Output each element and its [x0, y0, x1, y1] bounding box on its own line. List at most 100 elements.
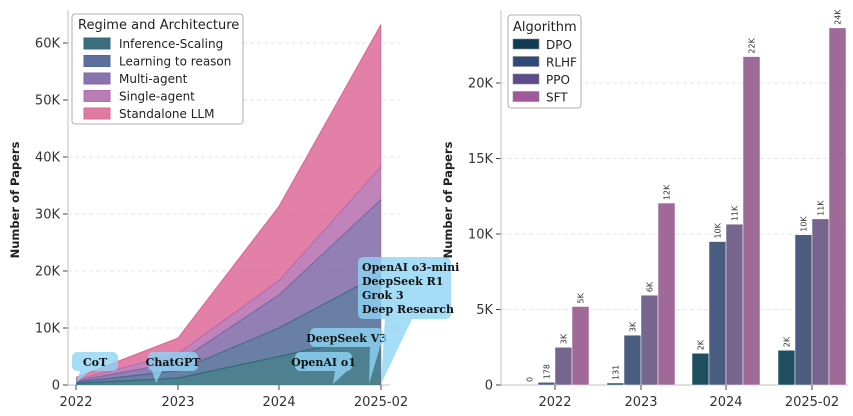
- bar-ppo: [554, 347, 573, 386]
- legend-box: [71, 13, 244, 125]
- legend-swatch: [83, 72, 111, 85]
- callout-box: [148, 352, 198, 371]
- bar-rlhf: [623, 334, 642, 386]
- annotation-label: OpenAI o1: [291, 356, 356, 369]
- annotation-label: Grok 3: [362, 289, 404, 302]
- y-tick-label: 0: [485, 379, 493, 394]
- annotation-label: ChatGPT: [146, 356, 202, 369]
- bar-value-label: 11K: [817, 200, 826, 216]
- legend-label: Single-agent: [119, 90, 195, 104]
- callout-box: [358, 257, 451, 319]
- y-tick-label: 5K: [476, 303, 493, 318]
- x-tick-label: 2024: [709, 395, 742, 410]
- legend-label: Inference-Scaling: [119, 37, 223, 51]
- bar-dpo: [606, 382, 625, 386]
- right-bar-chart: 0 5K 10K 15K 20K 0 178 3K 5K 2022 131 3K 6K 12K 2023 2K…: [441, 9, 848, 410]
- legend-label: SFT: [546, 91, 568, 105]
- callout-pointer: [76, 371, 90, 383]
- bar-sft: [742, 56, 761, 386]
- annotation-callout: OpenAI o1: [291, 352, 356, 384]
- bar-dpo: [777, 350, 796, 386]
- bar-value-label: 6K: [646, 281, 655, 292]
- y-tick-label: 10K: [35, 322, 61, 337]
- legend-title: Algorithm: [513, 20, 577, 35]
- bar-dpo: [691, 353, 710, 386]
- bar-value-label: 3K: [560, 333, 569, 344]
- legend-box: [507, 14, 582, 109]
- area-edge-line: [75, 166, 382, 381]
- y-tick-label: 15K: [468, 152, 494, 167]
- y-tick-label: 20K: [35, 265, 61, 280]
- legend-swatch: [512, 73, 540, 85]
- callout-pointer: [381, 319, 412, 384]
- bar-rlhf: [794, 234, 813, 386]
- bar-sft: [571, 306, 590, 386]
- bar-ppo: [640, 294, 659, 386]
- bar-value-label: 22K: [748, 37, 757, 53]
- bar-ppo: [725, 223, 744, 386]
- annotation-label: DeepSeek V3: [306, 332, 387, 345]
- area-edge-line: [75, 24, 382, 379]
- y-tick-label: 20K: [468, 77, 494, 92]
- legend-swatch: [512, 56, 540, 67]
- bar-value-label: 24K: [834, 9, 843, 25]
- annotation-label: DeepSeek R1: [362, 275, 443, 288]
- bar-ppo: [811, 218, 830, 386]
- legend-label: Multi-agent: [119, 72, 188, 86]
- y-tick-label: 60K: [35, 37, 61, 52]
- bar-value-label: 131: [612, 365, 621, 380]
- bar-value-label: 10K: [800, 216, 809, 232]
- bar-value-label: 3K: [629, 321, 638, 332]
- callout-pointer: [369, 347, 380, 384]
- y-tick-label: 40K: [35, 151, 61, 166]
- callout-box: [72, 352, 118, 371]
- x-tick-label: 2025-02: [354, 395, 408, 410]
- legend-swatch: [83, 107, 111, 120]
- annotation-label: Deep Research: [362, 303, 454, 316]
- y-tick-label: 50K: [35, 94, 61, 109]
- y-tick-label: 30K: [35, 208, 61, 223]
- y-tick-label: 0: [52, 379, 60, 394]
- area-edge-line: [75, 199, 382, 382]
- annotation-callout: CoT: [72, 352, 118, 383]
- legend-swatch: [512, 91, 540, 102]
- bar-rlhf: [708, 241, 727, 386]
- bar-value-label: 12K: [663, 184, 672, 200]
- legend-swatch: [83, 55, 111, 67]
- legend-label: PPO: [546, 73, 570, 87]
- callout-pointer: [152, 371, 162, 383]
- callout-box: [295, 352, 352, 371]
- annotation-label: CoT: [83, 356, 108, 369]
- bar-sft: [828, 27, 847, 386]
- bar-value-label: 10K: [714, 222, 723, 238]
- legend-label: Learning to reason: [119, 55, 231, 69]
- x-tick-label: 2024: [262, 395, 295, 410]
- bar-value-label: 0: [526, 377, 535, 382]
- bar-value-label: 178: [543, 364, 552, 379]
- y-axis-title: Number of Papers: [8, 141, 22, 258]
- legend-swatch: [512, 38, 540, 50]
- bar-rlhf: [537, 382, 556, 386]
- area-multi-agent: [76, 199, 381, 383]
- x-tick-label: 2023: [161, 395, 194, 410]
- legend-title: Regime and Architecture: [78, 18, 239, 33]
- x-tick-label: 2023: [624, 395, 657, 410]
- bar-value-label: 5K: [577, 292, 586, 303]
- annotation-callout: ChatGPT: [146, 352, 202, 383]
- legend-label: DPO: [546, 38, 572, 52]
- x-tick-label: 2022: [538, 395, 571, 410]
- bar-sft: [657, 202, 676, 386]
- bar-value-label: 11K: [731, 205, 740, 221]
- x-tick-label: 2022: [59, 395, 92, 410]
- area-standalone-llm: [76, 24, 381, 380]
- left-area-chart: 0 10K 20K 30K 40K 50K 60K 2022 2023 2024 2025-02 Nu…: [8, 10, 459, 410]
- bar-value-label: 2K: [697, 339, 706, 350]
- legend-label: Standalone LLM: [119, 107, 214, 121]
- callout-pointer: [333, 371, 347, 384]
- callout-box: [310, 328, 383, 347]
- y-tick-label: 10K: [468, 228, 494, 243]
- legend: Algorithm DPO RLHF PPO SFT: [507, 14, 582, 109]
- y-axis-title: Number of Papers: [441, 141, 455, 258]
